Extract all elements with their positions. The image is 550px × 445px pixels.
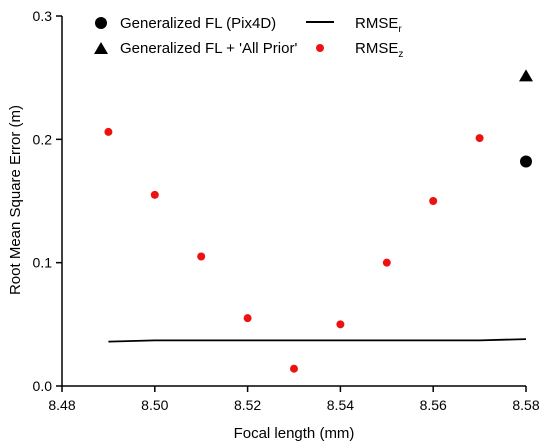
y-axis-label: Root Mean Square Error (m) bbox=[7, 105, 24, 295]
legend-circle-marker-icon bbox=[95, 17, 107, 29]
y-tick-label: 0.3 bbox=[33, 8, 53, 24]
y-tick-label: 0.2 bbox=[33, 131, 53, 147]
x-tick-label: 8.54 bbox=[327, 397, 354, 413]
data-point-rmse-z-4 bbox=[290, 364, 298, 373]
x-axis-label: Focal length (mm) bbox=[234, 425, 355, 442]
legend-label-rmse-r: RMSEr bbox=[355, 15, 402, 35]
legend-rmse-z-base: RMSE bbox=[355, 40, 398, 57]
x-tick-label: 8.52 bbox=[234, 397, 261, 413]
x-tick-label: 8.48 bbox=[48, 397, 75, 413]
legend-rmse-r-sub: r bbox=[398, 24, 402, 35]
data-point-pix4d bbox=[520, 155, 532, 168]
data-point-rmse-z-7 bbox=[429, 197, 438, 205]
data-point-rmse-z-3 bbox=[243, 314, 252, 323]
legend-triangle-marker-icon bbox=[94, 42, 108, 54]
axes bbox=[61, 16, 526, 387]
data-point-all-prior bbox=[519, 69, 533, 82]
data-point-rmse-z-5 bbox=[336, 320, 345, 329]
legend-label-pix4d: Generalized FL (Pix4D) bbox=[120, 15, 276, 32]
y-tick-label: 0.0 bbox=[33, 378, 53, 394]
legend: Generalized FL (Pix4D) Generalized FL + … bbox=[94, 15, 403, 60]
series-line-rmse-r bbox=[108, 338, 527, 343]
legend-red-dot-marker-icon bbox=[316, 44, 324, 52]
x-tick-label: 8.56 bbox=[420, 397, 447, 413]
x-tick-label: 8.50 bbox=[141, 397, 168, 413]
legend-label-rmse-z: RMSEz bbox=[355, 40, 403, 60]
y-tick-label: 0.1 bbox=[33, 255, 53, 271]
legend-rmse-r-base: RMSE bbox=[355, 15, 398, 32]
data-point-rmse-z-2 bbox=[197, 252, 206, 261]
data-point-rmse-z-0 bbox=[104, 127, 113, 136]
data-point-rmse-z-1 bbox=[150, 190, 159, 199]
x-tick-label: 8.58 bbox=[512, 397, 539, 413]
data-point-rmse-z-6 bbox=[382, 258, 391, 267]
data-point-rmse-z-8 bbox=[475, 134, 484, 143]
legend-rmse-z-sub: z bbox=[398, 49, 403, 60]
series-layer bbox=[104, 69, 533, 373]
ticks: 8.48 8.50 8.52 8.54 8.56 8.58 0.0 0.1 0.2 0.3 bbox=[33, 8, 540, 413]
legend-label-all-prior: Generalized FL + 'All Prior' bbox=[120, 40, 297, 57]
